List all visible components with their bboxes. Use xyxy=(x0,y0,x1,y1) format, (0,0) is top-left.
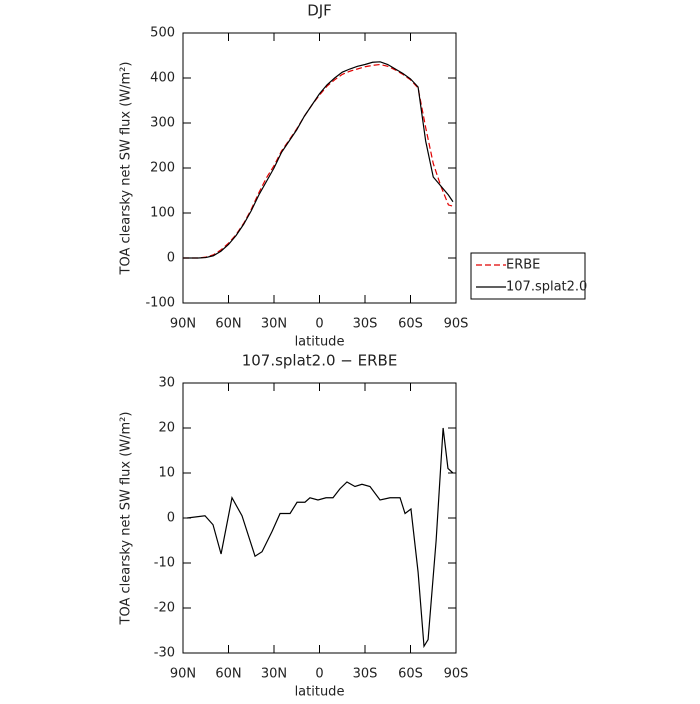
data-line xyxy=(187,427,454,649)
y-tick-label: 300 xyxy=(150,116,175,131)
y-tick-label: 200 xyxy=(150,161,175,176)
y-tick-label: 20 xyxy=(158,421,175,436)
y-tick-label: 400 xyxy=(150,71,175,86)
y-tick-label: 500 xyxy=(150,26,175,41)
plot-frame xyxy=(182,382,457,654)
y-tick-label: -10 xyxy=(154,556,175,571)
x-tick-label: 90N xyxy=(170,667,196,682)
data-line xyxy=(183,61,454,259)
x-tick-label: 60N xyxy=(215,667,241,682)
y-tick-label: 10 xyxy=(158,466,175,481)
x-tick-label: 30N xyxy=(261,317,287,332)
x-axis-label: latitude xyxy=(295,335,345,350)
x-tick-label: 90S xyxy=(444,667,469,682)
plot-frame xyxy=(182,32,457,304)
y-tick-label: 100 xyxy=(150,206,175,221)
x-tick-label: 30N xyxy=(261,667,287,682)
x-axis-label: latitude xyxy=(295,685,345,700)
x-tick-label: 30S xyxy=(353,667,378,682)
x-tick-label: 90N xyxy=(170,317,196,332)
legend-label: ERBE xyxy=(506,258,540,273)
y-tick-label: 0 xyxy=(167,251,175,266)
y-tick-label: 30 xyxy=(158,376,175,391)
x-tick-label: 60N xyxy=(215,317,241,332)
y-axis-label: TOA clearsky net SW flux (W/m²) xyxy=(119,412,134,626)
y-tick-label: -20 xyxy=(154,601,175,616)
x-tick-label: 30S xyxy=(353,317,378,332)
x-tick-label: 60S xyxy=(398,667,423,682)
x-tick-label: 90S xyxy=(444,317,469,332)
chart-title: 107.splat2.0 − ERBE xyxy=(242,352,398,370)
x-tick-label: 60S xyxy=(398,317,423,332)
data-line xyxy=(183,63,454,259)
legend-label: 107.splat2.0 xyxy=(506,280,587,295)
y-tick-label: -30 xyxy=(154,646,175,661)
legend-box xyxy=(470,252,586,300)
y-axis-label: TOA clearsky net SW flux (W/m²) xyxy=(119,62,134,276)
x-tick-label: 0 xyxy=(315,667,323,682)
chart-title: DJF xyxy=(307,2,332,20)
y-tick-label: -100 xyxy=(145,296,175,311)
x-tick-label: 0 xyxy=(315,317,323,332)
y-tick-label: 0 xyxy=(167,511,175,526)
